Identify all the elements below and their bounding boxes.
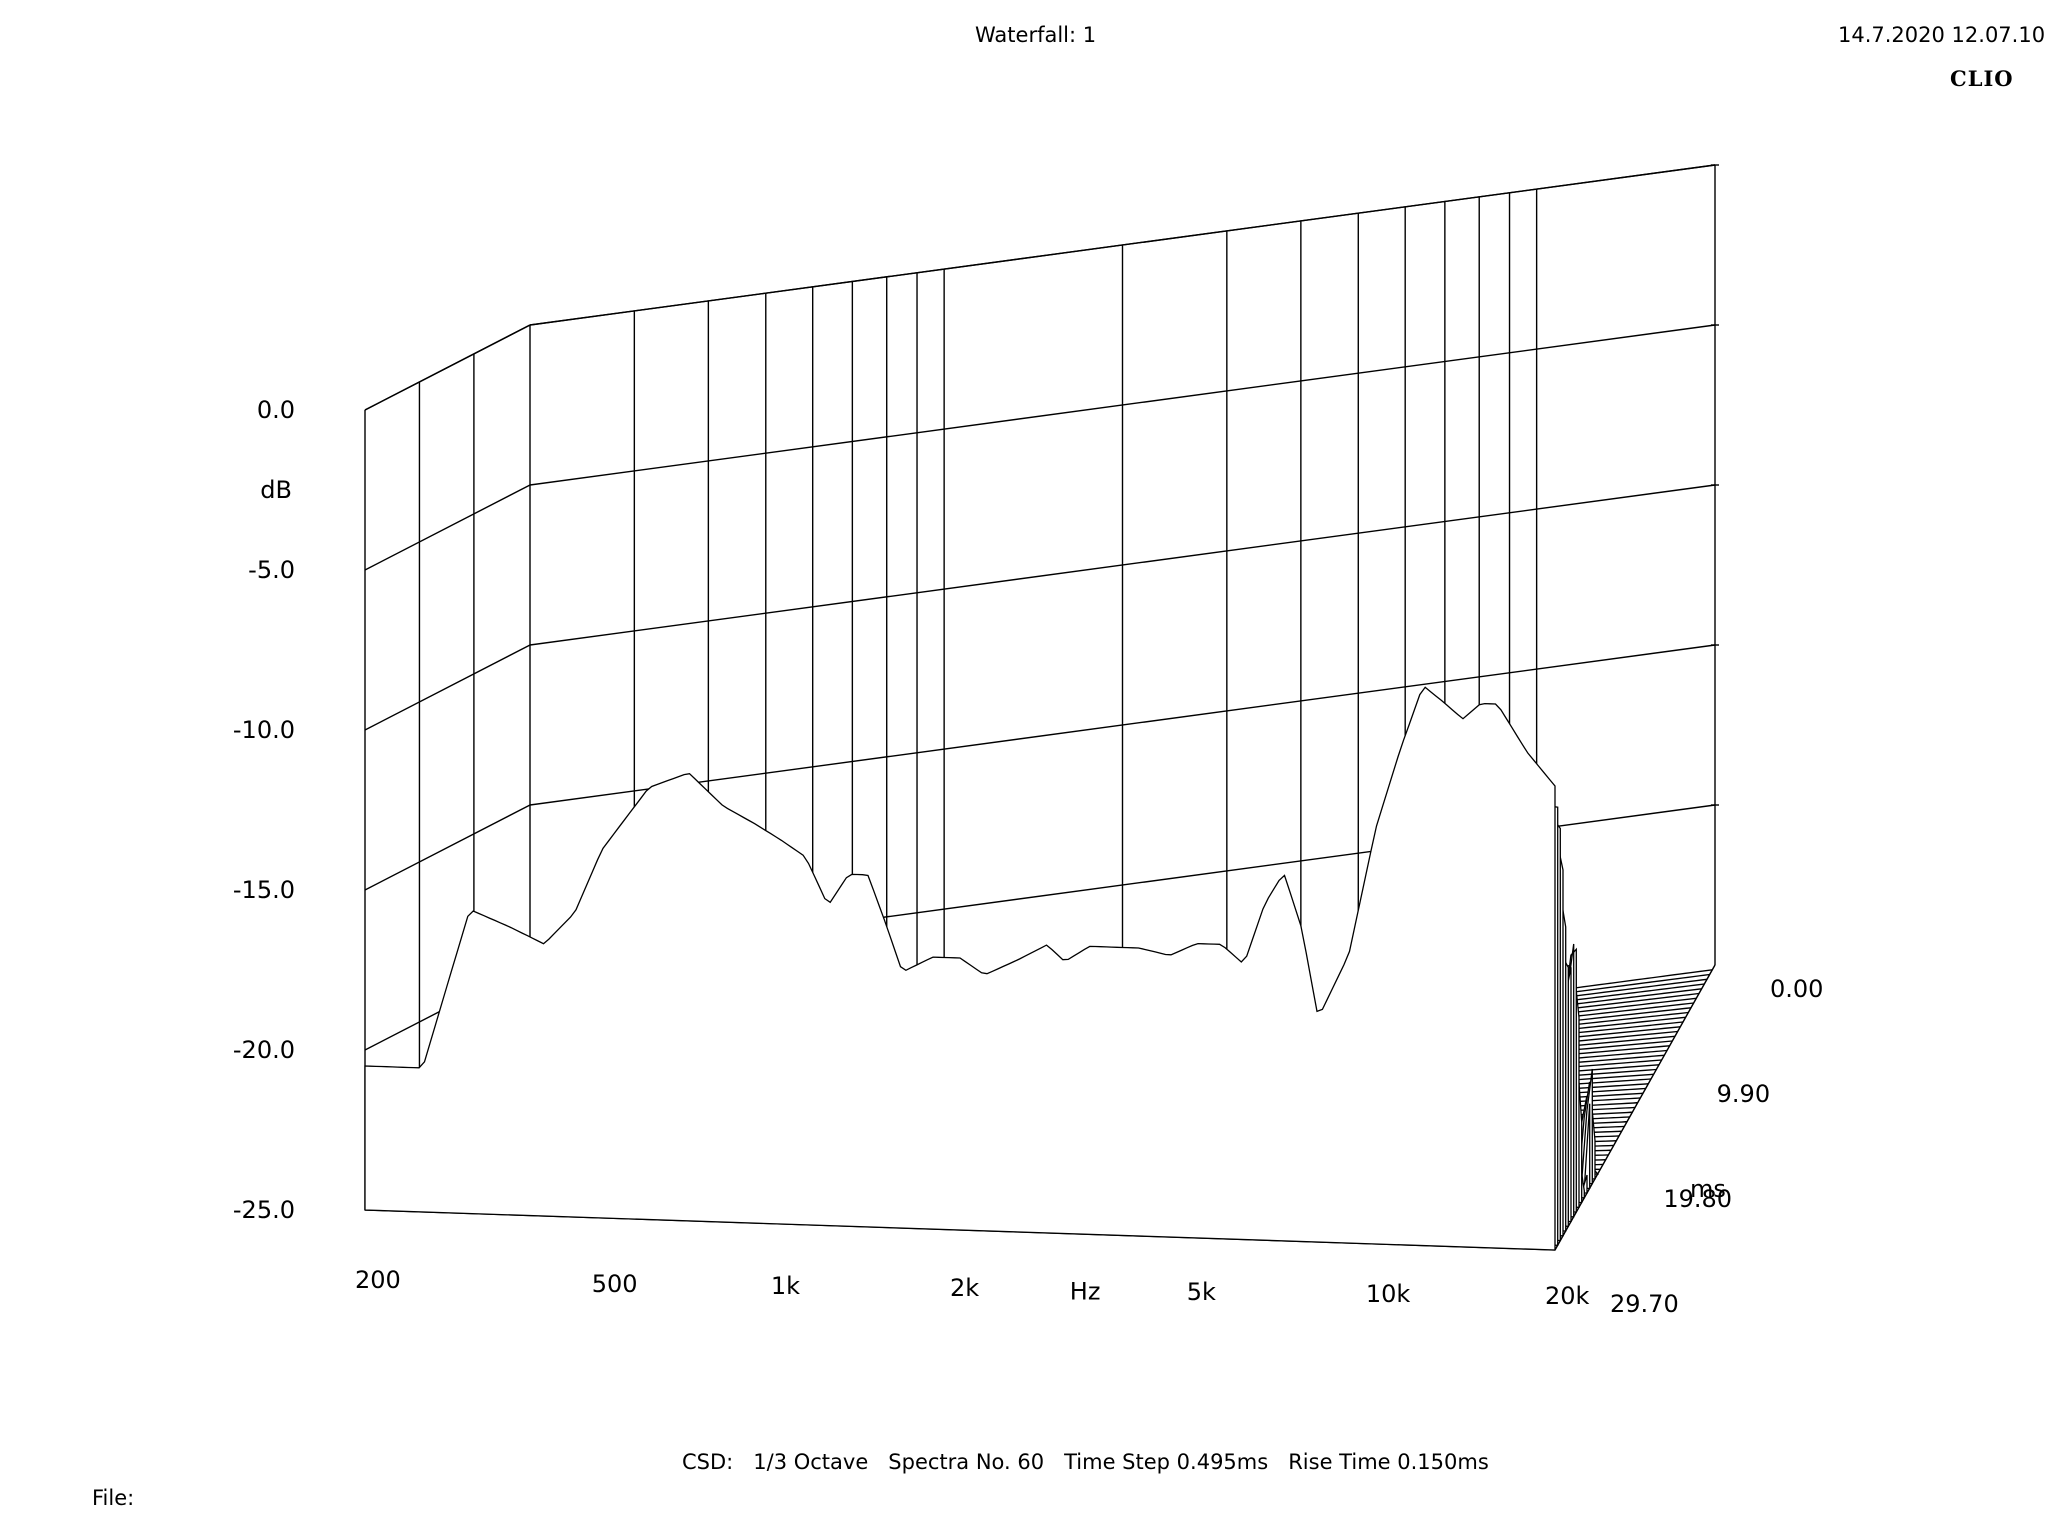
axis-labels: 0.0 -5.0 -10.0 -15.0 -20.0 -25.0 dB 200 500 1k 2k 5… (233, 396, 1824, 1318)
y-tick-label: -25.0 (233, 1196, 295, 1224)
chart-title: Waterfall: 1 (975, 23, 1097, 47)
z-tick-label: 19.80 (1663, 1185, 1732, 1213)
left-wall-db-gridline (364, 644, 531, 731)
left-wall-db-gridline (364, 324, 531, 411)
spectrum-trace (364, 686, 1556, 1251)
x-tick-label: 500 (592, 1270, 638, 1298)
file-label: File: (92, 1486, 135, 1510)
z-axis-unit: ms (1690, 1175, 1726, 1203)
x-tick-label: 10k (1366, 1280, 1411, 1308)
z-tick-label: 29.70 (1610, 1290, 1679, 1318)
timestamp: 14.7.2020 12.07.10 (1838, 23, 2046, 47)
waterfall-traces (364, 686, 1713, 1251)
left-wall-db-gridline (364, 484, 531, 571)
x-tick-label: 2k (950, 1274, 979, 1302)
x-axis-unit: Hz (1070, 1278, 1101, 1306)
y-tick-label: -15.0 (233, 876, 295, 904)
left-wall-db-gridline (364, 804, 531, 891)
y-tick-label: -5.0 (248, 556, 295, 584)
footer-parameters: CSD: 1/3 Octave Spectra No. 60 Time Step… (682, 1450, 1489, 1474)
y-tick-label: -10.0 (233, 716, 295, 744)
x-tick-label: 200 (355, 1266, 401, 1294)
y-tick-label: -20.0 (233, 1036, 295, 1064)
chart-frame (364, 164, 1719, 1251)
z-tick-label: 9.90 (1717, 1080, 1770, 1108)
x-tick-label: 5k (1187, 1278, 1216, 1306)
x-tick-label: 1k (771, 1272, 800, 1300)
y-axis-unit: dB (260, 476, 292, 504)
y-tick-label: 0.0 (257, 396, 295, 424)
clio-logo: CLIO (1950, 66, 2014, 91)
x-tick-label: 20k (1545, 1282, 1590, 1310)
z-tick-label: 0.00 (1770, 975, 1823, 1003)
